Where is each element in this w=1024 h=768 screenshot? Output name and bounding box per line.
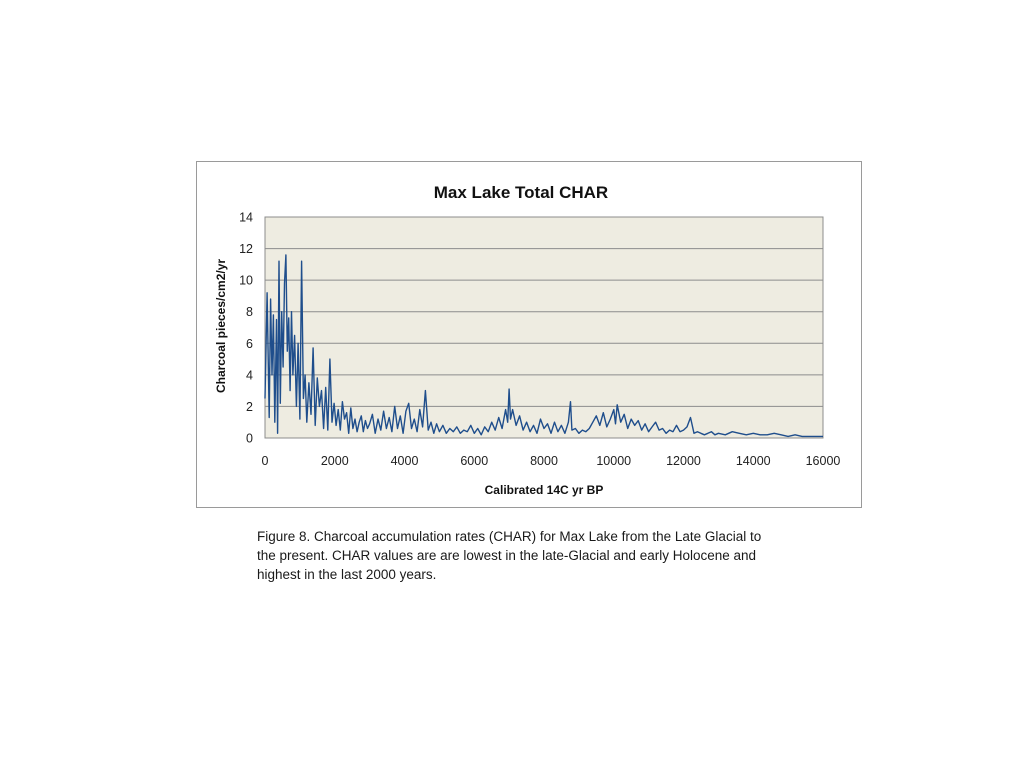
x-tick-label: 14000 [736, 454, 771, 468]
plot-area [264, 216, 824, 439]
figure-caption: Figure 8. Charcoal accumulation rates (C… [257, 527, 817, 584]
y-tick-label: 10 [239, 274, 253, 288]
x-tick-label: 2000 [321, 454, 349, 468]
y-axis-title: Charcoal pieces/cm2/yr [214, 259, 228, 393]
x-tick-label: 12000 [666, 454, 701, 468]
chart-frame: Max Lake Total CHAR 0 2 4 6 8 10 12 14 0 2000 400… [196, 161, 862, 508]
caption-line-1: Figure 8. Charcoal accumulation rates (C… [257, 529, 762, 544]
x-tick-label: 0 [262, 454, 269, 468]
y-axis-ticks: 0 2 4 6 8 10 12 14 [239, 211, 253, 446]
y-tick-label: 12 [239, 242, 253, 256]
y-tick-label: 2 [246, 400, 253, 414]
x-axis-title: Calibrated 14C yr BP [485, 483, 604, 497]
grid-lines [265, 248, 823, 407]
x-tick-label: 6000 [460, 454, 488, 468]
chart-svg: Max Lake Total CHAR 0 2 4 6 8 10 12 14 0 2000 400… [214, 183, 841, 497]
caption-line-3: highest in the last 2000 years. [257, 567, 437, 582]
y-tick-label: 4 [246, 368, 253, 382]
y-tick-label: 0 [246, 432, 253, 446]
y-tick-label: 8 [246, 305, 253, 319]
y-tick-label: 6 [246, 337, 253, 351]
x-tick-label: 4000 [391, 454, 419, 468]
x-tick-label: 10000 [596, 454, 631, 468]
x-tick-label: 8000 [530, 454, 558, 468]
y-tick-label: 14 [239, 211, 253, 225]
x-tick-label: 16000 [806, 454, 841, 468]
caption-line-2: the present. CHAR values are are lowest … [257, 548, 757, 563]
x-axis-ticks: 0 2000 4000 6000 8000 10000 12000 14000 16000 [262, 454, 841, 468]
series-line [264, 254, 823, 438]
chart-title: Max Lake Total CHAR [434, 183, 608, 202]
